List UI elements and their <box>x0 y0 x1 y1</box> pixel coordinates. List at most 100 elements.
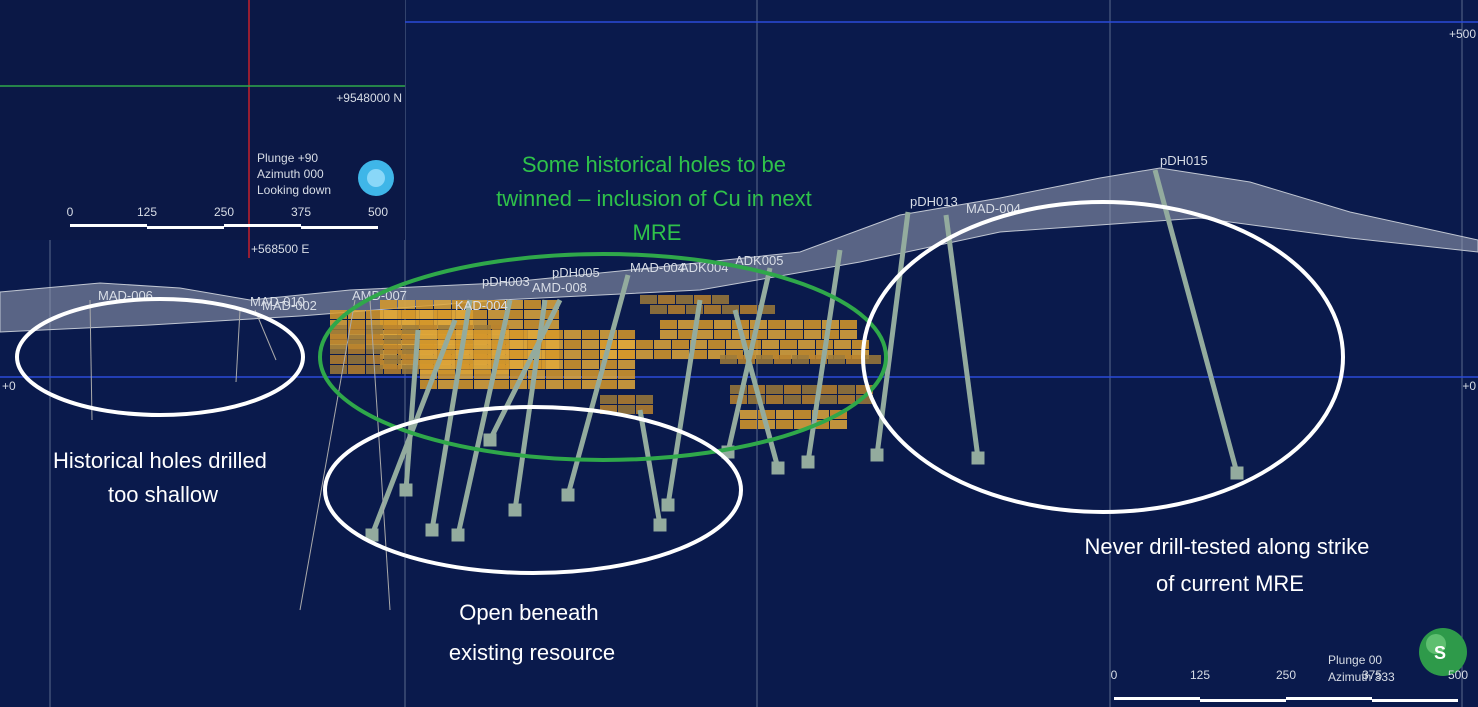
block <box>474 340 491 349</box>
block <box>654 350 671 359</box>
drill-hole <box>943 214 981 459</box>
block <box>582 380 599 389</box>
hole-labels: MAD-006 MAD-010 MAD-002 AMD-007 KAD-004 … <box>98 153 1208 313</box>
block <box>366 335 383 344</box>
block <box>636 405 653 414</box>
block <box>582 330 599 339</box>
block <box>654 340 671 349</box>
block <box>416 310 433 319</box>
block <box>492 365 509 374</box>
block <box>366 320 383 329</box>
block <box>792 355 809 364</box>
annotation-line: Historical holes drilled <box>53 448 267 473</box>
block <box>402 365 419 374</box>
block <box>798 350 815 359</box>
hole-end <box>771 461 785 475</box>
block <box>348 330 365 339</box>
block <box>794 410 811 419</box>
scale-segment <box>147 226 224 229</box>
drill-hole <box>403 329 421 491</box>
block <box>380 300 397 309</box>
block <box>348 325 365 334</box>
block <box>678 330 695 339</box>
block <box>618 330 635 339</box>
block <box>618 350 635 359</box>
block <box>420 325 437 334</box>
drill-hole <box>665 299 703 506</box>
block <box>726 350 743 359</box>
elevation-label: +0 <box>1462 379 1476 393</box>
block <box>758 410 775 419</box>
block <box>812 410 829 419</box>
block <box>830 420 847 429</box>
block <box>720 355 737 364</box>
block <box>658 295 675 304</box>
drill-hole <box>369 319 458 536</box>
block <box>708 340 725 349</box>
block <box>506 300 523 309</box>
block <box>798 340 815 349</box>
scale-bar: 0 125 250 375 500 <box>67 205 388 229</box>
block <box>712 295 729 304</box>
block <box>452 320 469 329</box>
block <box>474 370 491 379</box>
block <box>366 345 383 354</box>
block <box>740 410 757 419</box>
block <box>618 380 635 389</box>
block <box>768 330 785 339</box>
block <box>398 330 415 339</box>
block <box>618 405 635 414</box>
block <box>510 330 527 339</box>
block <box>384 325 401 334</box>
block <box>714 330 731 339</box>
block <box>348 310 365 319</box>
hole-label: MAD-004 <box>966 201 1021 216</box>
scale-label: 125 <box>1190 668 1210 682</box>
block <box>456 360 473 369</box>
block <box>438 355 455 364</box>
block <box>380 360 397 369</box>
scale-segment <box>1286 697 1372 700</box>
view-label: Looking down <box>257 183 331 197</box>
block <box>740 420 757 429</box>
block <box>766 385 783 394</box>
block <box>438 345 455 354</box>
block <box>618 370 635 379</box>
block <box>330 325 347 334</box>
block <box>438 370 455 379</box>
block <box>704 305 721 314</box>
azimuth-label: Azimuth 333 <box>1328 670 1395 684</box>
block <box>348 320 365 329</box>
block <box>864 355 881 364</box>
block <box>434 320 451 329</box>
block <box>756 355 773 364</box>
drill-holes <box>89 169 1244 611</box>
hole-label: KAD-004 <box>455 298 508 313</box>
scale-label: 125 <box>137 205 157 219</box>
plan-inset: +9548000 N +568500 E Plunge +90 Azimuth … <box>0 0 405 258</box>
block <box>564 340 581 349</box>
block <box>758 305 775 314</box>
annotation-line: of current MRE <box>1156 571 1304 596</box>
inset-background <box>0 0 405 240</box>
hole-label: ADK005 <box>735 253 783 268</box>
block <box>420 370 437 379</box>
block <box>546 360 563 369</box>
block <box>380 320 397 329</box>
block <box>636 340 653 349</box>
block <box>600 380 617 389</box>
annotation: Never drill-tested along strike of curre… <box>1084 534 1375 596</box>
block <box>582 370 599 379</box>
block <box>820 385 837 394</box>
elevation-label: +0 <box>2 379 16 393</box>
block <box>474 360 491 369</box>
hole-end <box>971 451 985 465</box>
block <box>510 360 527 369</box>
outlines-part <box>15 297 305 417</box>
scale-label: 0 <box>67 205 74 219</box>
block <box>810 355 827 364</box>
block <box>402 335 419 344</box>
block <box>618 395 635 404</box>
block <box>402 355 419 364</box>
